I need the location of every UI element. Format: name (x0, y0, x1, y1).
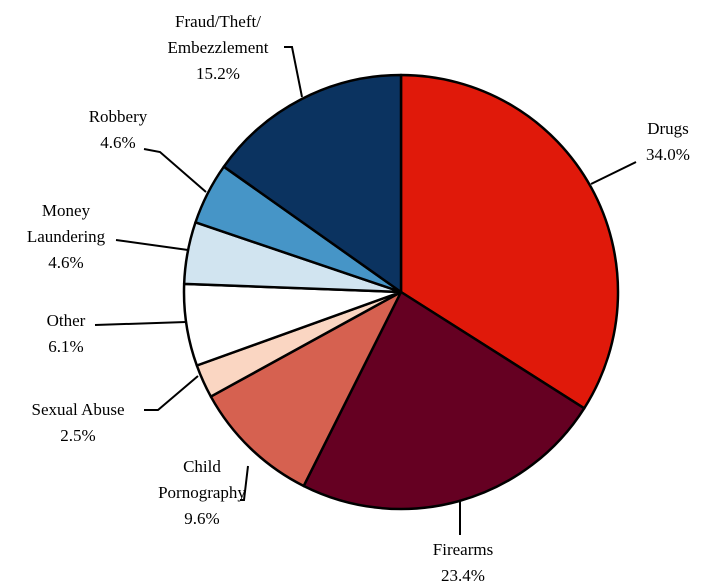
slice-category-child-pornography: Pornography (158, 483, 246, 502)
slice-label-sexual-abuse: Sexual Abuse 2.5% (31, 400, 124, 445)
slice-category-money-laundering: Money (42, 201, 91, 220)
slice-label-child-pornography: Child Pornography 9.6% (158, 457, 246, 528)
leader-line-money-laundering (115, 239, 189, 251)
slice-percent-child-pornography: 9.6% (184, 509, 219, 528)
slice-category-fraud-theft-embezzlement: Embezzlement (167, 38, 268, 57)
leader-lines-layer (94, 46, 637, 535)
slices-layer (182, 73, 620, 511)
slice-category-robbery: Robbery (89, 107, 148, 126)
slice-label-drugs: Drugs 34.0% (646, 119, 690, 164)
slice-percent-sexual-abuse: 2.5% (60, 426, 95, 445)
slice-category-firearms: Firearms (433, 540, 493, 559)
leader-line-robbery (143, 148, 207, 193)
pie-slice-fraud-theft-embezzlement (222, 73, 403, 294)
slice-percent-firearms: 23.4% (441, 566, 485, 585)
slice-category-fraud-theft-embezzlement: Fraud/Theft/ (175, 12, 261, 31)
slice-category-money-laundering: Laundering (27, 227, 106, 246)
slice-label-other: Other 6.1% (47, 311, 86, 356)
slice-percent-robbery: 4.6% (100, 133, 135, 152)
slice-category-other: Other (47, 311, 86, 330)
labels-layer: Drugs 34.0% Firearms 23.4% Child Pornography 9… (27, 12, 690, 585)
slice-label-fraud-theft-embezzlement: Fraud/Theft/Embezzlement 15.2% (167, 12, 268, 83)
slice-label-robbery: Robbery 4.6% (89, 107, 148, 152)
slice-category-child-pornography: Child (183, 457, 221, 476)
slice-category-drugs: Drugs (647, 119, 689, 138)
slice-percent-other: 6.1% (48, 337, 83, 356)
slice-percent-fraud-theft-embezzlement: 15.2% (196, 64, 240, 83)
slice-label-money-laundering: Money Laundering 4.6% (27, 201, 106, 272)
leader-line-fraud-theft-embezzlement (284, 46, 303, 98)
leader-line-drugs (590, 161, 637, 185)
leader-line-other (94, 321, 187, 326)
slice-percent-drugs: 34.0% (646, 145, 690, 164)
slice-category-sexual-abuse: Sexual Abuse (31, 400, 124, 419)
leader-line-sexual-abuse (144, 375, 199, 411)
leader-line-child-pornography (240, 465, 249, 501)
slice-label-firearms: Firearms 23.4% (433, 540, 493, 585)
pie-slice-child-pornography (209, 290, 403, 488)
slice-percent-money-laundering: 4.6% (48, 253, 83, 272)
